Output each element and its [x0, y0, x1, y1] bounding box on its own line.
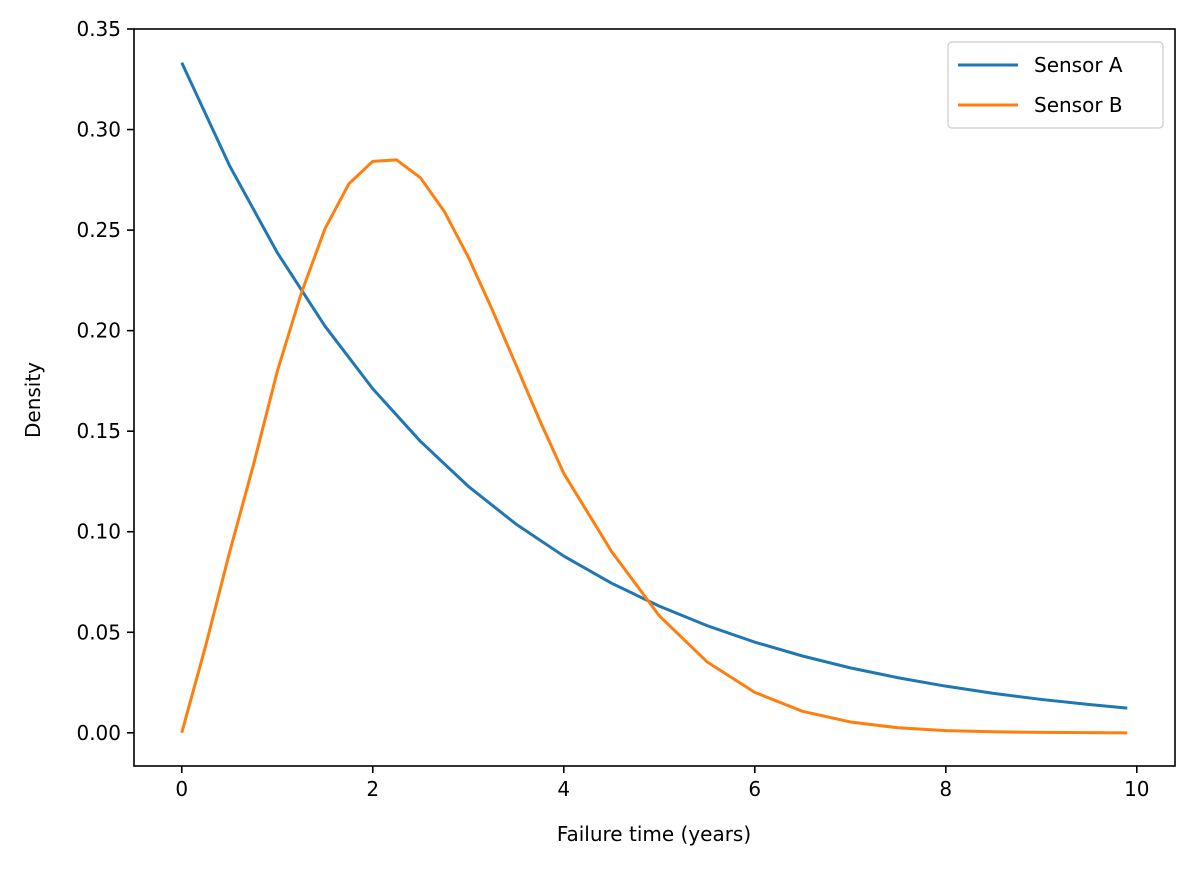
- x-tick-label: 4: [557, 777, 570, 801]
- y-axis-label: Density: [21, 362, 45, 438]
- y-tick-label: 0.35: [76, 17, 121, 41]
- y-tick-label: 0.30: [76, 118, 121, 142]
- y-tick-label: 0.25: [76, 218, 121, 242]
- y-tick-label: 0.15: [76, 419, 121, 443]
- legend-label-2: Sensor B: [1034, 93, 1123, 117]
- legend: Sensor A Sensor B: [947, 41, 1164, 129]
- y-axis-ticks: 0.00 0.05 0.10 0.15 0.20 0.25 0.30 0.35: [76, 17, 134, 745]
- x-tick-label: 2: [366, 777, 379, 801]
- series-layer: [180, 61, 1128, 735]
- y-tick-label: 0.05: [76, 620, 121, 644]
- y-tick-label: 0.10: [76, 520, 121, 544]
- y-tick-label: 0.20: [76, 319, 121, 343]
- x-tick-label: 6: [748, 777, 761, 801]
- x-tick-label: 10: [1124, 777, 1149, 801]
- x-tick-label: 8: [939, 777, 952, 801]
- y-tick-label: 0.00: [76, 721, 121, 745]
- x-tick-label: 0: [175, 777, 188, 801]
- legend-label-1: Sensor A: [1034, 53, 1123, 77]
- plot-frame: [133, 28, 1176, 767]
- x-axis-label: Failure time (years): [557, 822, 751, 846]
- series-line-2: [180, 158, 1128, 735]
- series-line-1: [180, 61, 1128, 710]
- x-axis-ticks: 0 2 4 6 8 10: [175, 766, 1150, 801]
